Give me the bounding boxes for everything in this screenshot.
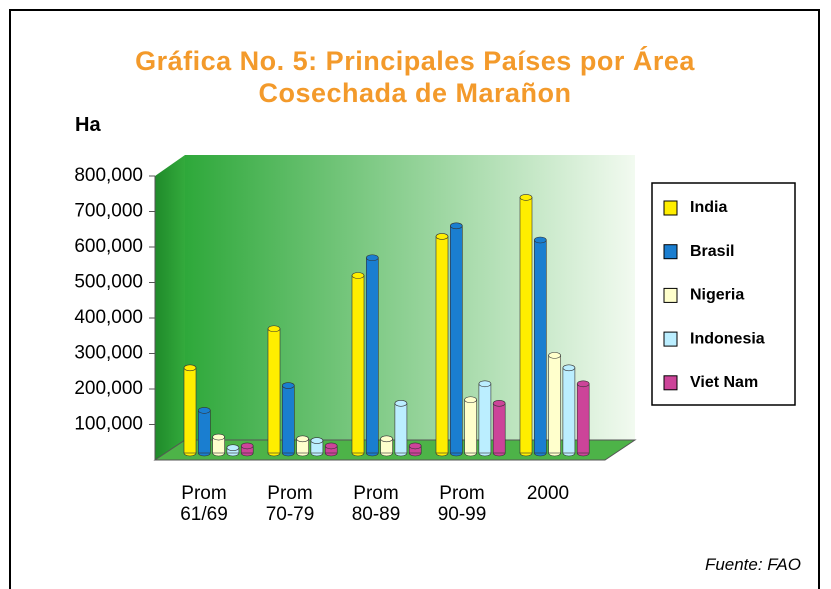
legend-label: India xyxy=(690,199,727,216)
bar xyxy=(576,380,590,457)
legend-swatch xyxy=(663,287,678,303)
side-wall xyxy=(155,155,185,460)
bar xyxy=(548,352,561,457)
bar xyxy=(478,380,492,457)
y-tick-label: 300,000 xyxy=(74,343,143,364)
legend-swatch xyxy=(663,244,678,260)
bar xyxy=(394,399,408,457)
y-tick-label: 400,000 xyxy=(74,307,143,328)
chart-title: Gráfica No. 5: Principales Países por Ár… xyxy=(135,46,695,108)
source: Fuente: FAO xyxy=(704,555,801,574)
legend-label: Nigeria xyxy=(690,287,744,304)
x-tick-label: Prom 61/69 xyxy=(180,483,228,525)
bar xyxy=(240,442,254,457)
legend-swatch xyxy=(663,200,678,216)
bar xyxy=(351,272,365,457)
bar xyxy=(226,444,240,457)
y-tick-label: 100,000 xyxy=(74,414,143,435)
bar xyxy=(310,437,324,457)
legend-swatch xyxy=(663,375,678,391)
bar xyxy=(449,222,463,457)
y-tick-label: 800,000 xyxy=(74,165,143,186)
bar xyxy=(464,396,477,457)
bar xyxy=(533,236,547,457)
bar xyxy=(365,254,379,457)
bar xyxy=(562,364,576,457)
y-tick-label: 600,000 xyxy=(74,236,143,257)
bar xyxy=(380,435,393,457)
legend-swatch xyxy=(663,331,678,347)
legend-label: Viet Nam xyxy=(690,374,758,391)
bar xyxy=(281,382,295,457)
frame xyxy=(9,9,820,589)
legend-label: Brasil xyxy=(690,243,734,260)
y-tick-label: 200,000 xyxy=(74,378,143,399)
x-tick-label: Prom 80-89 xyxy=(351,483,401,525)
x-tick-label: Prom 70-79 xyxy=(265,483,315,525)
y-tick-label: 500,000 xyxy=(74,272,143,293)
bar xyxy=(519,194,533,457)
y-tick-label: 700,000 xyxy=(74,201,143,222)
bar xyxy=(212,433,225,457)
bar xyxy=(435,233,449,457)
bar xyxy=(267,325,281,457)
x-tick-label: Prom 90-99 xyxy=(437,483,487,525)
y-axis-label: Ha xyxy=(75,114,101,136)
bar xyxy=(324,442,338,457)
bar xyxy=(198,407,211,457)
bar xyxy=(492,399,506,457)
bar xyxy=(296,435,309,457)
bar xyxy=(183,364,197,457)
legend-label: Indonesia xyxy=(690,330,765,347)
x-tick-label: 2000 xyxy=(526,483,570,504)
bar xyxy=(408,442,422,457)
